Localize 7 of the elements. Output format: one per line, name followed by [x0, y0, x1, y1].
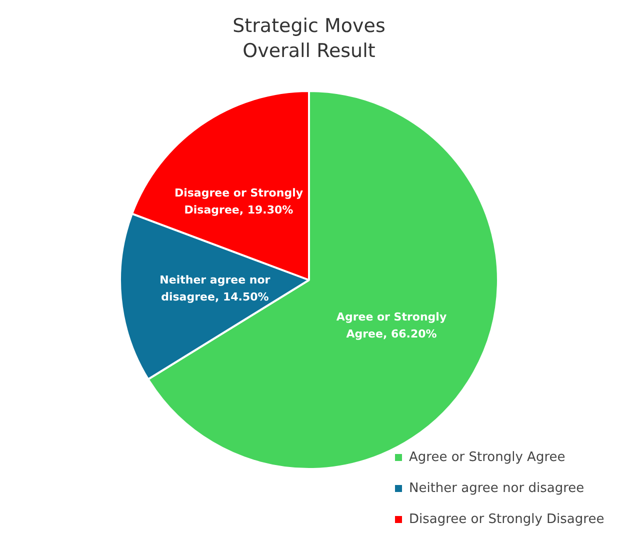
legend-label: Disagree or Strongly Disagree [409, 512, 604, 527]
data-label: Disagree or Strongly Disagree, 19.30% [174, 186, 304, 217]
data-label: Neither agree nor disagree, 14.50% [160, 274, 271, 304]
data-label: Agree or Strongly Agree, 66.20% [336, 310, 447, 340]
legend-label: Agree or Strongly Agree [409, 450, 566, 465]
legend-label: Neither agree nor disagree [409, 481, 584, 496]
chart-title: Strategic Moves Overall Result [232, 14, 386, 64]
